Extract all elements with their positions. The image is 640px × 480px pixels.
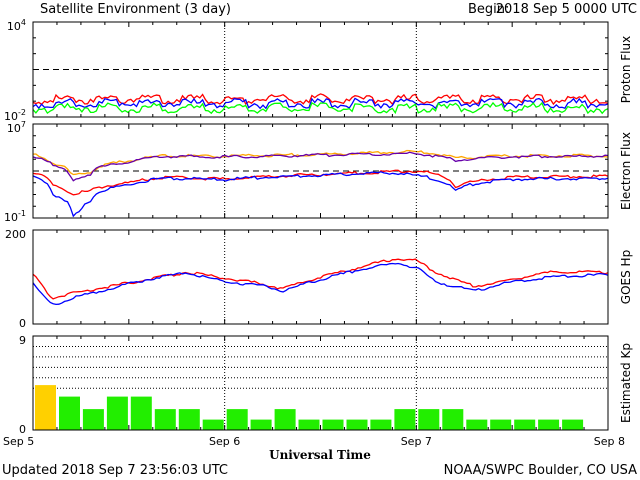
- kp-bar: [538, 419, 560, 430]
- kp-bar: [274, 409, 296, 430]
- kp-bar: [466, 419, 488, 430]
- x-axis-title: Universal Time: [269, 448, 371, 462]
- credit-text: NOAA/SWPC Boulder, CO USA: [444, 463, 637, 478]
- kp-bar: [394, 409, 416, 430]
- kp-bar: [59, 396, 80, 430]
- proton-blue-series: [32, 97, 609, 110]
- kp-y-axis-label: Estimated Kp: [619, 343, 633, 423]
- electron-frame: [32, 123, 609, 219]
- chart-title: Satellite Environment (3 day): [40, 2, 231, 17]
- chart-panels: 104 10-2 Proton Flux 107 10-1 Electron Flux 20…: [4, 18, 633, 436]
- hp-y-axis-label: GOES Hp: [619, 250, 633, 304]
- kp-bar: [322, 419, 344, 430]
- proton-y-tick-label: 104: [7, 18, 26, 33]
- electron-panel: 107 10-1 Electron Flux: [4, 120, 633, 224]
- x-tick-label: Sep 5: [3, 435, 34, 448]
- kp-bar: [514, 419, 536, 430]
- hp-frame: [32, 229, 609, 325]
- kp-panel: 9 0 Estimated Kp: [19, 334, 633, 436]
- electron-purple-series: [32, 151, 609, 182]
- kp-bar: [298, 419, 320, 430]
- hp-y-tick-label: 0: [19, 317, 26, 330]
- kp-bar: [202, 419, 224, 430]
- kp-bar: [250, 419, 272, 430]
- kp-y-tick-label: 9: [19, 334, 26, 347]
- hp-panel: 200 0 GOES Hp: [5, 228, 633, 330]
- proton-panel: 104 10-2 Proton Flux: [4, 18, 633, 123]
- proton-green-series: [32, 101, 609, 115]
- kp-bar: [490, 419, 512, 430]
- kp-bar: [370, 419, 392, 430]
- x-tick-label: Sep 8: [594, 435, 625, 448]
- x-axis-labels: Sep 5 Sep 6 Sep 7 Sep 8: [3, 435, 625, 448]
- proton-y-tick-label: 10-2: [4, 108, 26, 123]
- electron-blue-series: [32, 171, 609, 218]
- hp-red-series: [32, 258, 609, 300]
- hp-blue-series: [32, 262, 609, 306]
- kp-bar: [346, 419, 368, 430]
- kp-bar: [226, 409, 248, 430]
- kp-bar: [82, 409, 104, 430]
- kp-bar: [418, 409, 440, 430]
- electron-red-series: [32, 169, 609, 196]
- electron-y-tick-label: 10-1: [4, 209, 26, 224]
- electron-y-axis-label: Electron Flux: [619, 132, 633, 210]
- kp-bar: [35, 385, 56, 430]
- x-tick-label: Sep 7: [401, 435, 432, 448]
- updated-timestamp: Updated 2018 Sep 7 23:56:03 UTC: [2, 463, 228, 478]
- kp-bar: [562, 419, 584, 430]
- kp-bar: [130, 396, 152, 430]
- kp-bar: [106, 396, 128, 430]
- hp-y-tick-label: 200: [5, 228, 26, 241]
- kp-bar: [442, 409, 464, 430]
- x-tick-label: Sep 6: [209, 435, 240, 448]
- proton-y-axis-label: Proton Flux: [619, 36, 633, 103]
- kp-bar: [178, 409, 200, 430]
- electron-y-tick-label: 107: [7, 120, 26, 135]
- kp-y-tick-label: 0: [19, 423, 26, 436]
- begin-value: 2018 Sep 5 0000 UTC: [496, 2, 637, 17]
- kp-bar: [154, 409, 176, 430]
- proton-red-series: [32, 93, 609, 106]
- begin-label: Begin:: [468, 2, 509, 17]
